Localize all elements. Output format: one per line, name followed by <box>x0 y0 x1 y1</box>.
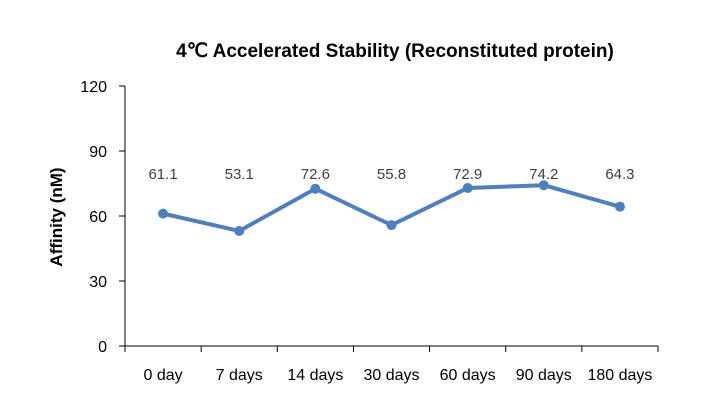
y-ticks: 0 30 60 90 120 <box>80 79 125 356</box>
data-label: 72.6 <box>301 166 330 183</box>
y-tick-label: 120 <box>80 79 107 96</box>
x-tick-label: 180 days <box>587 367 652 384</box>
data-point <box>538 180 549 191</box>
series-group: 61.1 53.1 72.6 55.8 72.9 74.2 64.3 <box>148 166 635 236</box>
data-label: 55.8 <box>377 166 406 183</box>
x-tick-label: 7 days <box>216 367 263 384</box>
y-axis-label: Affinity (nM) <box>47 167 66 266</box>
data-label: 74.2 <box>529 166 558 183</box>
x-tick-label: 60 days <box>440 367 496 384</box>
data-point <box>310 183 321 194</box>
data-point <box>234 225 245 236</box>
data-label: 64.3 <box>605 166 634 183</box>
data-point <box>614 201 625 212</box>
chart-title: 4℃ Accelerated Stability (Reconstituted … <box>176 41 614 62</box>
y-tick-label: 60 <box>89 209 107 226</box>
x-tick-label: 14 days <box>287 367 343 384</box>
x-tick-label: 30 days <box>363 367 419 384</box>
data-label: 72.9 <box>453 166 482 183</box>
data-point <box>386 220 397 231</box>
x-tick-label: 90 days <box>516 367 572 384</box>
data-point <box>158 208 169 219</box>
y-tick-label: 0 <box>98 339 107 356</box>
y-tick-label: 30 <box>89 274 107 291</box>
data-label: 53.1 <box>225 166 254 183</box>
data-label: 61.1 <box>148 166 177 183</box>
x-ticks: 0 day 7 days 14 days 30 days 60 days 90 days 1… <box>124 346 659 384</box>
y-tick-label: 90 <box>89 144 107 161</box>
x-tick-label: 0 day <box>144 367 183 384</box>
data-point <box>462 183 473 194</box>
